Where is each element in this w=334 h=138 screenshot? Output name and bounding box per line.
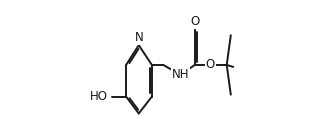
- Text: O: O: [190, 15, 199, 28]
- Text: N: N: [134, 31, 143, 44]
- Text: HO: HO: [90, 90, 108, 103]
- Text: NH: NH: [172, 68, 189, 81]
- Text: O: O: [206, 58, 215, 71]
